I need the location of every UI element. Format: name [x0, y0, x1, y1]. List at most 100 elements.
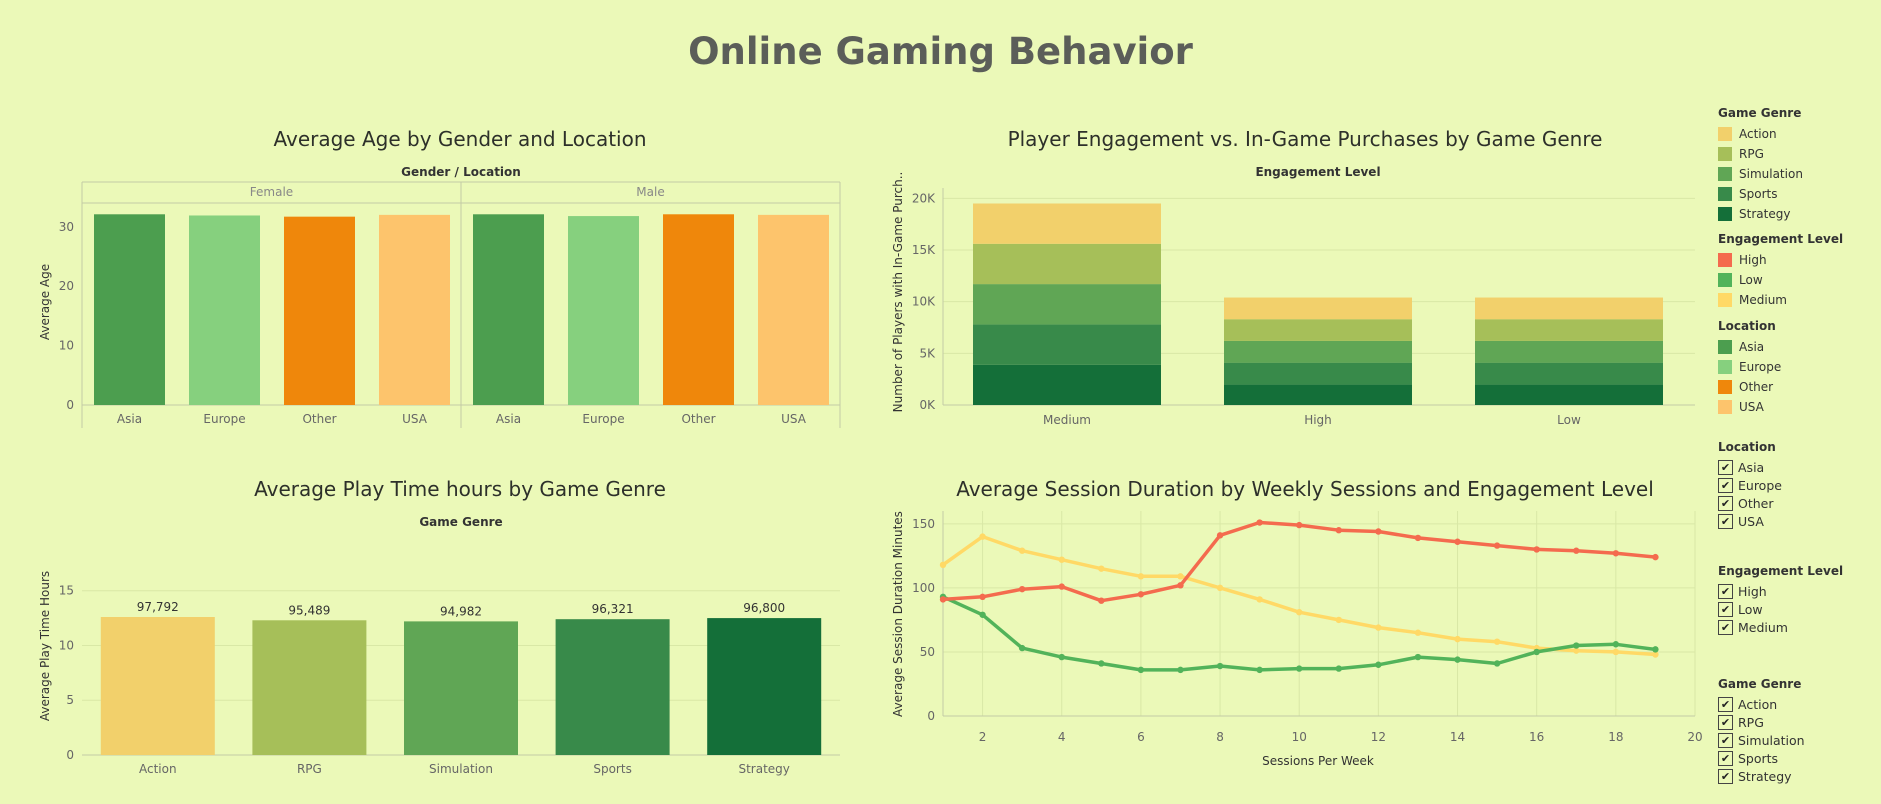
checkbox-checked-icon[interactable]: ✔	[1718, 714, 1733, 730]
checkbox-checked-icon[interactable]: ✔	[1718, 619, 1733, 635]
legend-item[interactable]: Asia	[1718, 337, 1781, 357]
session-x-tick: 2	[979, 730, 987, 744]
session-point-medium	[1652, 651, 1659, 658]
age-x-tick: USA	[781, 412, 807, 426]
checkbox-checked-icon[interactable]: ✔	[1718, 750, 1733, 766]
legend-label: USA	[1739, 400, 1764, 414]
session-point-high	[1652, 553, 1659, 561]
checkbox-checked-icon[interactable]: ✔	[1718, 768, 1733, 784]
checkbox-checked-icon[interactable]: ✔	[1718, 513, 1733, 529]
legend-item[interactable]: RPG	[1718, 144, 1803, 164]
legend-item[interactable]: Low	[1718, 270, 1843, 290]
session-point-medium	[1414, 629, 1422, 636]
session-point-medium	[1216, 584, 1224, 592]
checkbox-checked-icon[interactable]: ✔	[1718, 601, 1733, 617]
legend-item[interactable]: Strategy	[1718, 204, 1803, 224]
session-point-high	[1533, 546, 1540, 553]
session-point-medium	[939, 561, 947, 569]
filter-option[interactable]: ✔ Other	[1718, 494, 1782, 512]
filter-option[interactable]: ✔ Medium	[1718, 618, 1843, 636]
legend-item[interactable]: Sports	[1718, 184, 1803, 204]
legend-item[interactable]: USA	[1718, 397, 1781, 417]
engagement-y-tick: 5K	[919, 346, 936, 360]
session-point-medium	[979, 533, 986, 540]
legend-item[interactable]: Europe	[1718, 357, 1781, 377]
playtime-bar	[404, 621, 518, 755]
age-y-tick: 20	[59, 279, 74, 293]
session-point-medium	[1296, 609, 1303, 616]
session-point-high	[1018, 585, 1026, 593]
session-point-high	[1296, 521, 1303, 529]
filter-option[interactable]: ✔ Europe	[1718, 476, 1782, 494]
session-point-medium	[1612, 648, 1620, 656]
engagement-bar-segment	[1224, 319, 1412, 341]
session-point-medium	[1058, 556, 1065, 563]
session-chart-title: Average Session Duration by Weekly Sessi…	[956, 477, 1654, 501]
filter-option-label: Action	[1738, 696, 1778, 712]
session-x-tick: 8	[1216, 730, 1224, 744]
engagement-x-tick: Low	[1557, 413, 1581, 427]
filter-option[interactable]: ✔ Asia	[1718, 458, 1782, 476]
playtime-bar	[707, 618, 822, 755]
filter-option[interactable]: ✔ USA	[1718, 512, 1782, 530]
engagement-bar-segment	[1475, 297, 1663, 320]
age-x-tick: Asia	[117, 412, 142, 426]
checkbox-checked-icon[interactable]: ✔	[1718, 696, 1733, 712]
engagement-bar-segment	[1224, 297, 1412, 320]
session-point-high	[1098, 597, 1105, 604]
session-point-low	[1058, 653, 1065, 661]
legend-item[interactable]: High	[1718, 250, 1843, 270]
legend-item[interactable]: Medium	[1718, 290, 1843, 310]
engagement-bar-segment	[973, 324, 1161, 365]
session-point-medium	[1335, 616, 1342, 624]
filter-option[interactable]: ✔ Low	[1718, 600, 1843, 618]
session-point-high	[1573, 547, 1580, 554]
filter-option[interactable]: ✔ Simulation	[1718, 731, 1805, 749]
checkbox-checked-icon[interactable]: ✔	[1718, 495, 1733, 511]
session-point-high	[1137, 591, 1145, 598]
session-point-low	[1493, 660, 1501, 667]
checkbox-checked-icon[interactable]: ✔	[1718, 477, 1733, 493]
playtime-y-tick: 10	[59, 638, 74, 652]
age-bar	[94, 214, 165, 405]
filter-option[interactable]: ✔ Action	[1718, 695, 1805, 713]
legend-swatch	[1718, 187, 1732, 201]
age-bar	[663, 214, 734, 405]
session-x-tick: 12	[1371, 730, 1386, 744]
session-point-low	[1018, 644, 1026, 652]
legend-label: Action	[1739, 127, 1777, 141]
playtime-y-tick: 15	[59, 584, 74, 598]
checkbox-checked-icon[interactable]: ✔	[1718, 583, 1733, 599]
checkbox-checked-icon[interactable]: ✔	[1718, 459, 1733, 475]
engagement-chart-title: Player Engagement vs. In-Game Purchases …	[1007, 127, 1603, 151]
filter-option-label: Other	[1738, 495, 1774, 511]
playtime-chart-title: Average Play Time hours by Game Genre	[254, 477, 666, 501]
playtime-x-tick: Strategy	[738, 762, 789, 776]
age-x-tick: Other	[302, 412, 336, 426]
playtime-x-tick: Action	[139, 762, 177, 776]
age-y-tick: 0	[66, 398, 74, 412]
filter-option[interactable]: ✔ High	[1718, 582, 1843, 600]
session-point-high	[1177, 582, 1184, 589]
legend-item[interactable]: Action	[1718, 124, 1803, 144]
engagement-filter-title: Engagement Level	[1718, 564, 1844, 578]
filter-option[interactable]: ✔ Sports	[1718, 749, 1805, 767]
age-y-tick: 10	[59, 339, 74, 353]
age-chart: Gender / Location 0 10 20 30 Average Age Femal…	[38, 165, 841, 428]
checkbox-checked-icon[interactable]: ✔	[1718, 732, 1733, 748]
session-point-low	[1454, 656, 1461, 663]
legend-item[interactable]: Simulation	[1718, 164, 1803, 184]
age-chart-title: Average Age by Gender and Location	[273, 127, 647, 151]
legend-label: Europe	[1739, 360, 1782, 374]
age-x-tick: Other	[681, 412, 715, 426]
playtime-header: Game Genre	[419, 515, 502, 529]
age-bar	[758, 214, 829, 405]
age-group-label: Female	[250, 185, 293, 199]
filter-option-label: Asia	[1738, 459, 1765, 475]
legend-item[interactable]: Other	[1718, 377, 1781, 397]
age-bar	[473, 214, 544, 405]
filter-option[interactable]: ✔ RPG	[1718, 713, 1805, 731]
filter-option[interactable]: ✔ Strategy	[1718, 767, 1805, 785]
engagement-bar-segment	[973, 243, 1161, 285]
engagement-x-tick: High	[1304, 413, 1332, 427]
